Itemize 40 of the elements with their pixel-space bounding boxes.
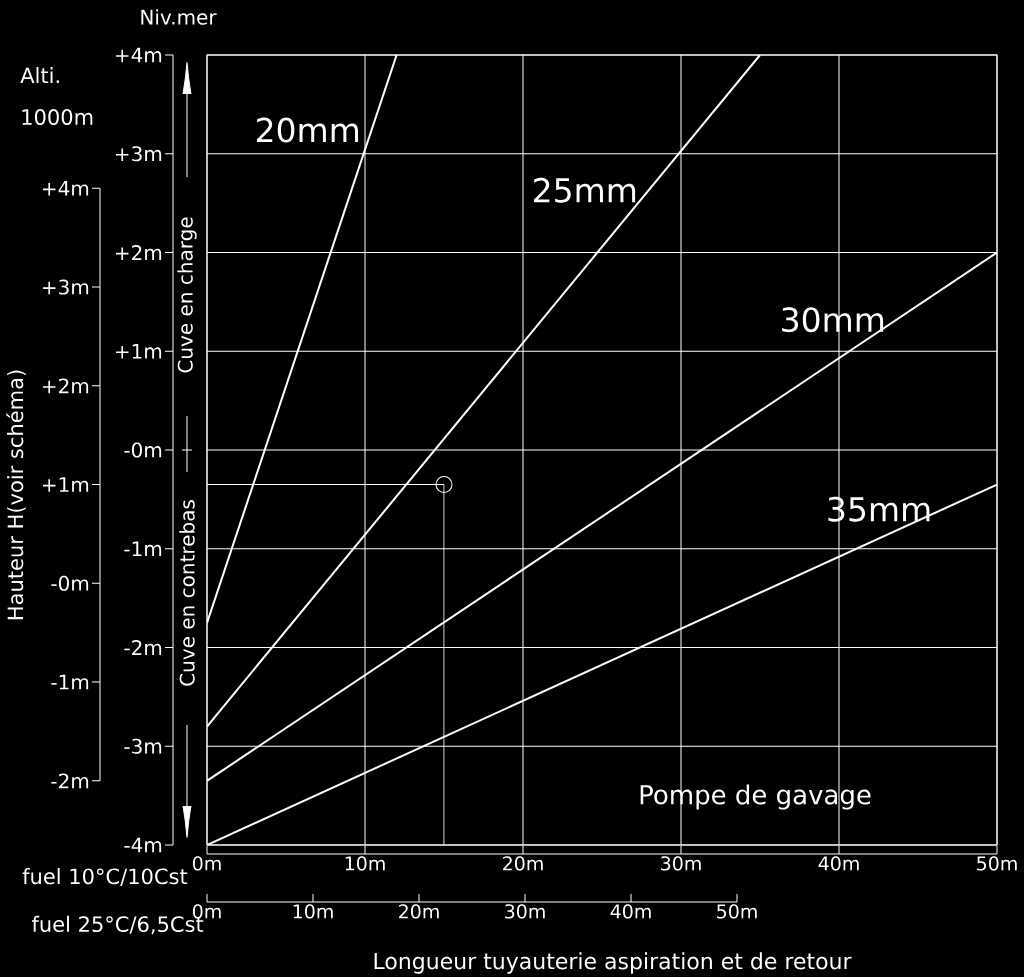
x2-tick-label: 20m	[399, 904, 439, 919]
y-tick-label: +2m	[115, 245, 162, 260]
text: fuel 10°C/10Cst	[22, 868, 188, 886]
series-label: 30mm	[782, 307, 884, 333]
x-tick-label: 40m	[818, 856, 859, 871]
x-tick-label: 50m	[977, 856, 1017, 871]
series-label: 25mm	[534, 177, 636, 203]
x2-tick-label: 50m	[717, 904, 757, 919]
text: Cuve en contrebas	[179, 500, 195, 686]
annotation: Pompe de gavage	[640, 784, 871, 810]
text: Cuve en charge	[177, 217, 197, 373]
y2-tick-label: +2m	[42, 378, 89, 394]
series-label: 20mm	[257, 117, 359, 143]
y-tick-label: -0m	[124, 442, 162, 458]
x2-tick-label: 30m	[505, 904, 545, 919]
y2-tick-label: +4m	[42, 181, 89, 196]
y-tick-label: -2m	[124, 640, 162, 655]
series-label: 35mm	[828, 496, 930, 522]
x2-tick-label: 40m	[610, 904, 651, 919]
y2-axis-title: Hauteur H(voir schéma)	[6, 370, 26, 620]
text: Alti.	[20, 67, 59, 83]
x2-tick-label: 10m	[293, 904, 333, 919]
y-tick-label: +3m	[115, 146, 162, 162]
x-tick-label: 0m	[192, 856, 221, 871]
y-tick-label: -4m	[124, 837, 162, 853]
y-tick-label: -3m	[124, 738, 162, 754]
y-axis-title: Niv.mer	[141, 9, 217, 25]
y2-tick-label: -0m	[51, 575, 89, 591]
x-tick-label: 20m	[503, 856, 543, 871]
y2-tick-label: +3m	[42, 279, 89, 295]
x-tick-label: 30m	[661, 856, 701, 871]
y2-tick-label: -2m	[51, 773, 89, 789]
text: 1000m	[22, 109, 93, 125]
y-tick-label: +1m	[115, 343, 162, 359]
x-tick-label: 10m	[345, 856, 385, 871]
y-tick-label: -1m	[124, 541, 162, 557]
y2-tick-label: +1m	[42, 477, 89, 492]
y2-tick-label: -1m	[51, 674, 89, 690]
x-axis-title: Longueur tuyauterie aspiration et de retour	[374, 952, 852, 974]
y-tick-label: +4m	[115, 47, 162, 63]
